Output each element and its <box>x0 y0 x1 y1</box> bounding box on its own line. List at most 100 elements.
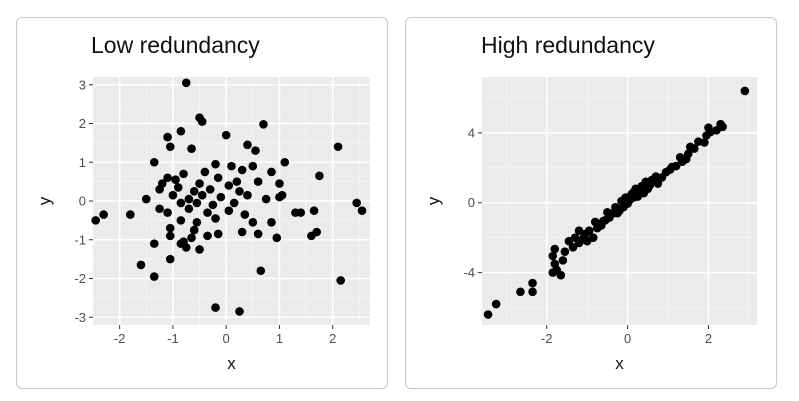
data-point <box>91 216 100 225</box>
data-point <box>261 194 271 204</box>
chart-title: Low redundancy <box>91 32 260 58</box>
data-point <box>681 154 691 164</box>
y-tick-label: -3 <box>74 310 86 325</box>
data-point <box>211 159 220 169</box>
data-point <box>176 126 186 136</box>
data-point <box>560 247 570 256</box>
y-tick-label: 2 <box>79 116 86 131</box>
data-point <box>312 227 322 237</box>
data-point <box>184 204 194 214</box>
data-point <box>221 130 231 140</box>
y-tick-label: 4 <box>468 125 475 140</box>
data-point <box>155 185 164 194</box>
data-point <box>256 266 266 276</box>
data-point <box>280 157 290 167</box>
x-tick-label: -1 <box>167 331 179 346</box>
data-point <box>232 177 242 186</box>
data-point <box>203 231 212 241</box>
data-point <box>240 210 250 219</box>
data-point <box>483 310 493 319</box>
data-point <box>136 260 146 270</box>
data-point <box>556 270 566 280</box>
data-point <box>558 256 568 265</box>
x-axis-title: x <box>615 354 624 373</box>
data-point <box>171 175 180 184</box>
low-redundancy-panel: Low redundancy -2 -1 0 1 2 -3 -2 -1 0 1 2 3 x y <box>16 17 388 389</box>
data-point <box>253 229 263 239</box>
y-axis-title: y <box>35 196 54 205</box>
data-point <box>333 142 343 152</box>
data-point <box>700 138 709 147</box>
data-point <box>272 233 282 243</box>
data-point <box>211 303 220 312</box>
x-axis-title: x <box>227 354 236 373</box>
data-point <box>690 144 699 153</box>
data-point <box>237 165 247 175</box>
data-point <box>248 218 258 227</box>
data-point <box>229 198 239 208</box>
data-point <box>667 162 677 172</box>
data-point <box>205 185 215 194</box>
data-point <box>251 146 260 155</box>
data-point <box>599 216 608 226</box>
data-point <box>187 233 196 243</box>
data-point <box>168 190 178 200</box>
data-point <box>613 208 622 218</box>
data-point <box>149 239 159 248</box>
data-point <box>192 218 202 227</box>
x-tick-label: -2 <box>541 331 553 346</box>
data-point <box>163 208 172 217</box>
data-point <box>716 119 725 129</box>
data-point <box>189 187 199 196</box>
data-point <box>516 287 525 297</box>
data-point <box>165 142 175 152</box>
data-point <box>491 299 501 309</box>
data-point <box>149 272 159 281</box>
data-point <box>163 173 172 183</box>
data-point <box>165 254 175 264</box>
data-point <box>99 210 108 219</box>
x-tick-label: 2 <box>329 331 336 346</box>
data-point <box>550 244 560 254</box>
data-point <box>336 276 346 285</box>
data-point <box>149 157 159 167</box>
y-tick-label: -1 <box>74 232 86 247</box>
data-point <box>213 229 223 239</box>
data-point <box>165 223 175 233</box>
data-point <box>203 208 212 217</box>
data-point <box>189 225 199 235</box>
data-point <box>248 161 258 171</box>
y-tick-label: 0 <box>79 194 86 209</box>
y-axis-title: y <box>424 196 443 205</box>
data-point <box>227 161 236 171</box>
data-point <box>165 231 175 241</box>
data-point <box>296 208 306 217</box>
data-point <box>197 117 207 126</box>
data-point <box>224 181 234 190</box>
data-point <box>528 287 537 297</box>
data-point <box>582 236 592 246</box>
data-point <box>155 204 164 214</box>
data-point <box>208 200 218 210</box>
data-point <box>637 186 647 195</box>
data-point <box>584 226 594 235</box>
data-point <box>213 173 223 183</box>
data-point <box>528 278 537 288</box>
x-tick-label: 0 <box>223 331 230 346</box>
data-point <box>125 210 135 219</box>
data-point <box>629 187 638 197</box>
data-point <box>211 214 220 223</box>
data-point <box>309 206 319 215</box>
chart-title: High redundancy <box>481 32 655 58</box>
data-point <box>243 140 252 150</box>
data-point <box>267 218 276 227</box>
x-tick-label: 2 <box>705 331 712 346</box>
data-point <box>184 194 194 204</box>
data-point <box>568 242 578 252</box>
data-point <box>195 245 204 254</box>
data-point <box>173 183 183 192</box>
data-point <box>267 167 276 177</box>
data-point <box>235 307 244 316</box>
data-point <box>237 227 247 237</box>
data-point <box>570 233 580 242</box>
